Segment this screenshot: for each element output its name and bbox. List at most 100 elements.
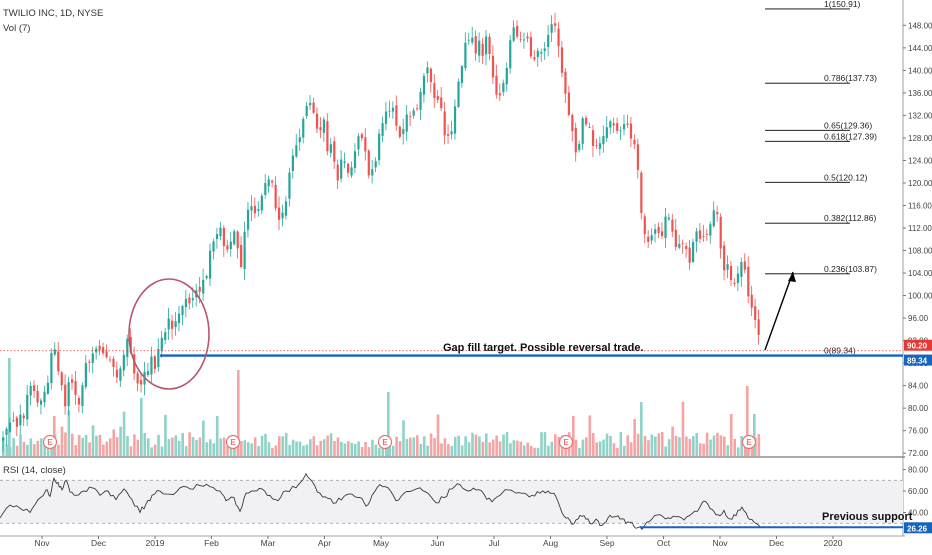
candle-body [347, 163, 350, 173]
candle-body [705, 234, 708, 236]
candle-body [171, 320, 174, 329]
volume-bar [146, 438, 150, 456]
candle-body [612, 123, 615, 126]
volume-bar [522, 445, 526, 456]
earnings-marker-label: E [230, 438, 236, 447]
axes: 72.0076.0080.0084.0088.0092.0096.00100.0… [34, 21, 932, 548]
volume-bar [50, 443, 53, 456]
volume-bar [616, 447, 619, 456]
volume-bar [398, 441, 402, 456]
volume-bar [77, 434, 81, 456]
volume-bar [119, 426, 122, 456]
volume-bar [102, 444, 105, 456]
volume-bar [71, 433, 74, 456]
volume-bar [43, 437, 46, 456]
candle-body [619, 130, 622, 132]
volume-bar [291, 439, 295, 456]
candle-body [67, 382, 70, 407]
annotations[interactable] [0, 271, 903, 390]
volume-bar [260, 435, 264, 456]
candle-body [481, 43, 484, 56]
candle-body [233, 231, 236, 245]
candle-body [498, 93, 501, 96]
volume-bar [326, 435, 329, 456]
candle-body [81, 385, 84, 407]
reversal-arrow-head [788, 272, 796, 282]
volume-bar [395, 436, 398, 456]
candle-body [236, 231, 239, 249]
candle-body [395, 105, 398, 126]
volume-bar [243, 440, 247, 456]
volume-bar [485, 433, 488, 456]
candle-body [60, 372, 63, 386]
volume-bar [709, 439, 712, 456]
volume-bar [315, 445, 319, 456]
volume-bar [36, 440, 40, 456]
volume-spike [746, 386, 749, 456]
volume-bar [453, 436, 457, 456]
candle-body [219, 227, 222, 237]
candle-body [643, 216, 646, 235]
candle-body [578, 143, 581, 150]
volume-bar [736, 447, 740, 456]
volume-bar [312, 436, 316, 456]
candle-body [585, 117, 588, 125]
volume-bar [429, 433, 433, 456]
volume-bar [215, 416, 219, 456]
candle-body [336, 164, 339, 181]
volume-bar [516, 440, 519, 456]
volume-bar [343, 443, 347, 456]
price-tick-label: 148.00 [908, 21, 932, 30]
candle-body [312, 102, 315, 113]
volume-bar [353, 444, 357, 456]
volume-bar [384, 445, 388, 456]
volume-bar [374, 444, 378, 456]
volume-bar [667, 439, 671, 456]
candle-body [33, 385, 36, 392]
price-tick-label: 72.00 [908, 449, 929, 458]
date-tick-label: May [373, 538, 390, 548]
volume-bar [502, 434, 505, 456]
volume-bar [598, 441, 602, 456]
reversal-arrow-line [764, 271, 794, 351]
rsi-tick-label: 60.00 [908, 487, 929, 496]
candle-body [164, 332, 167, 341]
volume-bar [533, 447, 536, 456]
volume-bar [129, 446, 133, 456]
candle-body [333, 141, 336, 162]
price-badge [904, 339, 932, 351]
candle-body [516, 25, 519, 37]
candle-body [485, 36, 488, 55]
volume-bar [174, 435, 178, 456]
candle-body [374, 161, 377, 168]
volume-bar [378, 447, 381, 456]
price-tick-label: 140.00 [908, 66, 932, 75]
candle-body [416, 108, 419, 110]
candle-body [140, 380, 143, 385]
volume-bar [112, 429, 115, 456]
candle-body [253, 205, 257, 214]
candle-body [129, 337, 132, 353]
candle-body [5, 428, 8, 435]
volume-bar [150, 447, 153, 456]
candle-body [419, 91, 422, 110]
candle-body [22, 415, 25, 419]
price-badge-label: 89.34 [907, 357, 928, 366]
volume-bar [157, 434, 160, 456]
earnings-marker-label: E [382, 438, 388, 447]
candle-body [616, 123, 619, 131]
candle-body [443, 111, 446, 136]
volume-bar [91, 425, 95, 456]
volume-bar [729, 413, 733, 456]
date-tick-label: Nov [34, 538, 50, 548]
volume-bar [405, 438, 409, 456]
volume-bar [591, 433, 595, 456]
earnings-marker [225, 434, 241, 450]
candle-body [581, 118, 584, 144]
volume-bar [22, 441, 26, 456]
volume-bar [188, 432, 191, 456]
candle-body [536, 50, 539, 57]
